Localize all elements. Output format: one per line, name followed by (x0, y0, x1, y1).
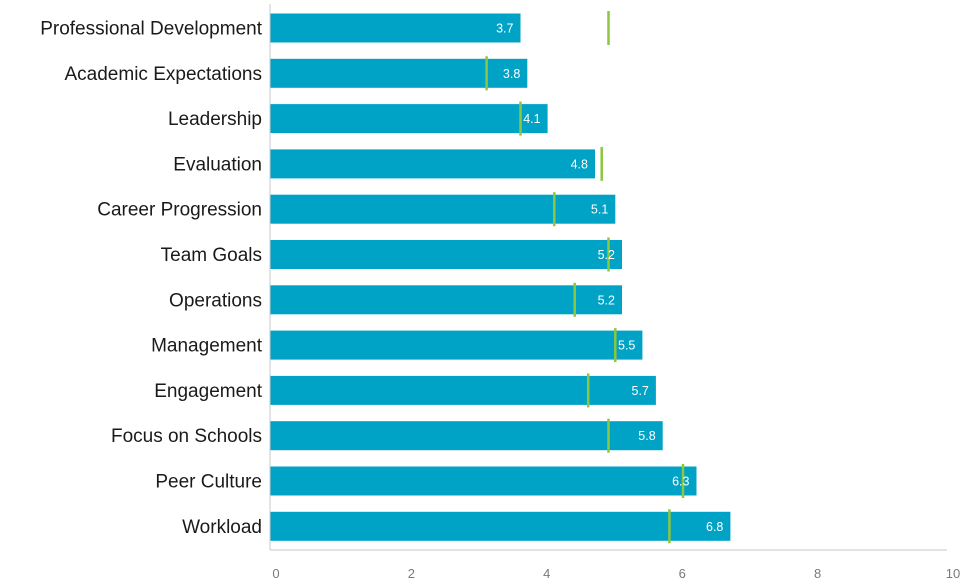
bar-5 (270, 240, 622, 269)
bars-layer (270, 13, 731, 541)
value-label-6: 5.2 (598, 293, 615, 307)
value-labels-layer: 3.7 3.8 4.1 4.8 5.1 5.2 5.2 5.5 5.7 5.8 6.3 6.8 (496, 22, 723, 534)
x-tick-label-3: 6 (679, 566, 686, 581)
category-label-6: Operations (169, 290, 262, 311)
bar-4 (270, 194, 616, 224)
category-label-2: Leadership (168, 109, 262, 130)
category-label-0: Professional Development (40, 19, 263, 40)
value-label-8: 5.7 (632, 384, 649, 398)
category-label-3: Evaluation (173, 154, 262, 175)
x-tick-label-5: 10 (946, 566, 960, 581)
bar-0 (270, 13, 521, 43)
category-label-8: Engagement (154, 381, 262, 402)
bar-7 (270, 330, 643, 360)
bar-10 (270, 466, 697, 496)
value-label-10: 6.3 (672, 475, 689, 489)
bar-3 (270, 149, 595, 179)
value-label-4: 5.1 (591, 203, 608, 217)
category-label-10: Peer Culture (155, 472, 262, 493)
x-tick-label-0: 0 (272, 566, 279, 581)
x-tick-label-2: 4 (543, 566, 550, 581)
x-tick-label-4: 8 (814, 566, 821, 581)
bar-11 (270, 511, 731, 541)
value-label-0: 3.7 (496, 22, 513, 36)
value-label-11: 6.8 (706, 520, 723, 534)
value-label-2: 4.1 (523, 112, 540, 126)
bar-9 (270, 421, 663, 451)
category-label-4: Career Progression (97, 200, 262, 221)
bar-6 (270, 285, 622, 315)
value-label-5: 5.2 (598, 248, 615, 262)
value-label-3: 4.8 (571, 157, 588, 171)
bar-1 (270, 58, 528, 88)
category-label-11: Workload (182, 517, 262, 538)
x-tick-label-1: 2 (408, 566, 415, 581)
category-label-5: Team Goals (161, 245, 262, 266)
bar-8 (270, 375, 656, 405)
value-label-1: 3.8 (503, 67, 520, 81)
axes-layer (269, 4, 947, 551)
ticks-layer: 0 2 4 6 8 10 (272, 566, 960, 581)
value-label-9: 5.8 (638, 429, 655, 443)
category-label-9: Focus on Schools (111, 426, 262, 447)
category-label-7: Management (151, 336, 263, 357)
category-labels-layer: Professional Development Academic Expecta… (40, 19, 263, 538)
bar-2 (270, 104, 548, 134)
benchmarks-layer (485, 11, 685, 544)
category-label-1: Academic Expectations (65, 64, 263, 85)
value-label-7: 5.5 (618, 339, 635, 353)
